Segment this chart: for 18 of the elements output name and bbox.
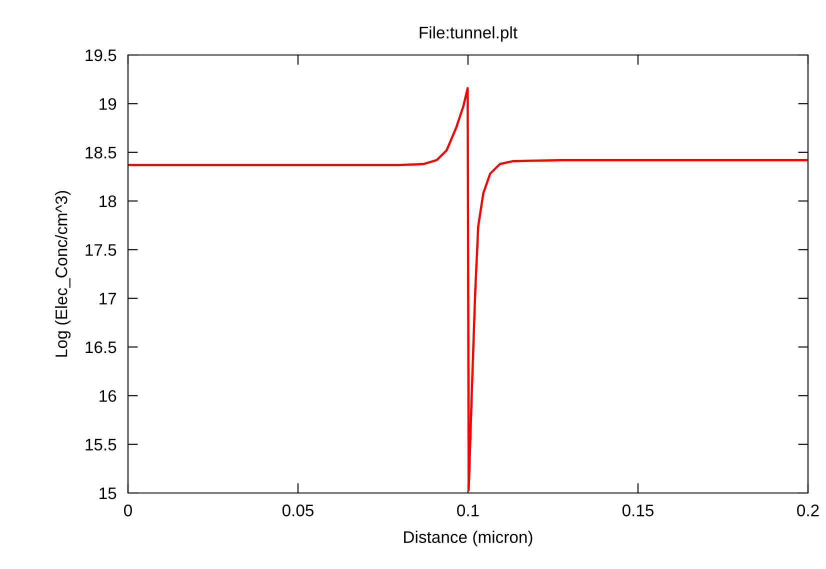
y-tick-label: 16 [100,390,116,402]
y-axis-title: Log (Elec_Conc/cm^3) [55,190,71,357]
y-tick-label: 15.5 [86,438,116,451]
y-tick-label: 18.5 [86,146,116,159]
chart-title: File:tunnel.plt [420,26,518,42]
x-tick-label: 0.2 [797,504,819,516]
x-tick-label: 0.15 [622,504,654,516]
y-tick-label: 15 [100,488,116,500]
y-tick-label: 16.5 [86,341,116,354]
x-axis-title: Distance (micron) [404,530,532,546]
x-tick-label: 0.05 [282,504,314,516]
x-tick-label: 0 [124,504,132,516]
y-tick-label: 17 [100,292,116,304]
y-tick-label: 18 [100,195,116,208]
y-tick-label: 19.5 [86,49,116,62]
x-tick-label: 0.1 [457,504,479,516]
y-tick-label: 17.5 [86,244,116,256]
y-tick-label: 19 [100,98,116,110]
